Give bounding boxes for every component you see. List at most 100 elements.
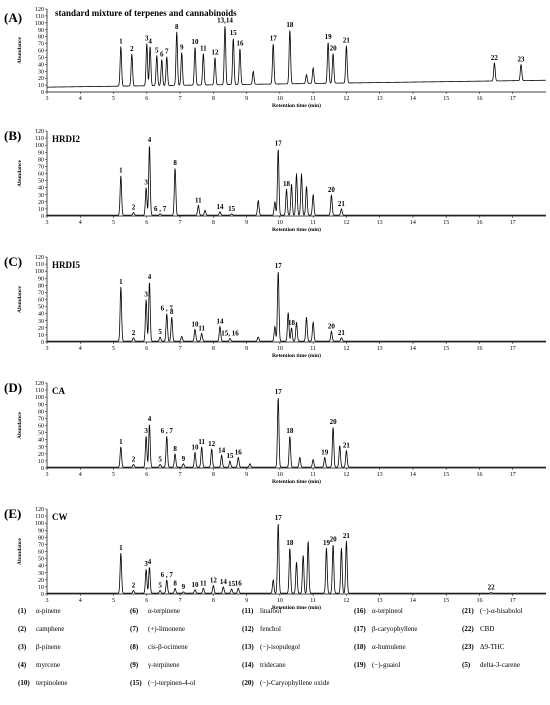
x-tick-label: 5 [112,346,115,352]
peak-label: 17 [275,262,283,270]
legend-compound-name: myrcene [36,661,60,669]
x-tick-label: 10 [277,472,283,478]
legend-item: (16) α-terpineol [354,607,403,615]
x-tick-label: 11 [310,472,316,478]
peak-label: 11 [198,438,205,446]
peak-label: 18 [288,319,296,327]
peak-label: 8 [173,445,177,453]
legend-number: (1) [18,607,27,615]
peak-label: 21 [343,441,351,449]
x-tick-label: 10 [277,598,283,604]
legend-number: (12) [242,625,254,633]
peak-label: 21 [343,37,351,45]
legend-item: (8) cis-β-ocimene [130,643,188,651]
y-tick-label: 80 [38,409,44,415]
panel-title: CA [52,386,65,396]
y-tick-label: 80 [38,283,44,289]
legend-number: (5) [462,661,471,669]
legend-compound-name: terpinolene [36,679,68,687]
peak-label: 4 [148,136,152,144]
y-tick-label: 120 [35,255,44,261]
x-tick-label: 4 [79,220,82,226]
x-tick-label: 16 [476,598,482,604]
peak-label: 4 [148,273,152,281]
y-tick-label: 70 [38,290,44,296]
y-axis-label: Abundance [17,159,23,186]
peak-label: 22 [488,584,496,592]
legend-compound-name: delta-3-carene [480,661,520,669]
peak-label: 10 [192,443,200,451]
peak-label: 6 , 7 [154,205,167,213]
x-tick-label: 4 [79,598,82,604]
legend-number: (21) [462,607,474,615]
legend-number: (19) [354,661,366,669]
x-axis-label: Retention time (min) [272,352,321,359]
panel-title: CW [52,512,68,522]
peak-label: 9 [182,455,186,463]
x-tick-label: 10 [277,346,283,352]
legend-item: (4) myrcene [18,661,60,669]
peak-label: 7 [165,48,169,56]
legend-number: (18) [354,643,366,651]
x-tick-label: 11 [310,220,316,226]
x-tick-label: 6 [145,598,148,604]
x-tick-label: 12 [343,598,349,604]
y-tick-label: 0 [41,340,44,346]
peak-label: 17 [275,514,283,522]
x-tick-label: 10 [277,96,283,102]
legend-compound-name: linalool [260,607,281,615]
legend-item: (20) (−)-Caryophyllene oxide [242,679,329,687]
y-tick-label: 70 [38,42,44,48]
y-tick-label: 30 [38,193,44,199]
peak-label: 12 [210,577,218,585]
legend-compound-name: (−)-terpinen-4-ol [148,679,196,687]
x-tick-label: 14 [410,472,416,478]
peak-label: 11 [200,579,207,587]
y-tick-label: 20 [38,76,44,82]
x-tick-label: 7 [179,598,182,604]
legend-number: (15) [130,679,142,687]
peak-label: 11 [200,44,207,52]
legend-number: (20) [242,679,254,687]
chromatogram-trace [47,398,546,468]
y-axis-label: Abundance [17,36,23,63]
peak-label: 1 [119,37,123,45]
y-tick-label: 70 [38,164,44,170]
peak-label: 14 [216,203,224,211]
x-tick-label: 17 [510,220,516,226]
legend-number: (8) [130,643,139,651]
peak-label: 19 [323,539,331,547]
y-tick-label: 20 [38,200,44,206]
peak-label: 6 , 7 [161,427,174,435]
y-tick-label: 50 [38,305,44,311]
y-tick-label: 90 [38,528,44,534]
legend-compound-name: (−)-Caryophyllene oxide [260,679,329,687]
x-tick-label: 13 [377,220,383,226]
x-axis-label: Retention time (min) [272,604,321,611]
x-tick-label: 16 [476,220,482,226]
x-tick-label: 12 [343,96,349,102]
legend-number: (7) [130,625,139,633]
peak-label: 1 [119,278,123,286]
y-tick-label: 50 [38,55,44,61]
peak-label: 4 [148,558,152,566]
y-tick-label: 30 [38,571,44,577]
peak-label: 21 [338,329,346,337]
peak-label: 14 [218,446,226,454]
legend-item: (19) (−)-guaiol [354,661,400,669]
x-tick-label: 14 [410,96,416,102]
peak-label: 6 [160,50,164,58]
peak-label: 4 [148,37,152,45]
y-tick-label: 80 [38,535,44,541]
y-tick-label: 100 [35,269,44,275]
x-tick-label: 7 [179,220,182,226]
x-tick-label: 9 [245,598,248,604]
legend-item: (3) β-pinene [18,643,61,651]
x-tick-label: 14 [410,346,416,352]
y-tick-label: 100 [35,21,44,27]
x-tick-label: 6 [145,220,148,226]
y-tick-label: 50 [38,557,44,563]
x-tick-label: 9 [245,96,248,102]
peak-label: 2 [132,455,136,463]
